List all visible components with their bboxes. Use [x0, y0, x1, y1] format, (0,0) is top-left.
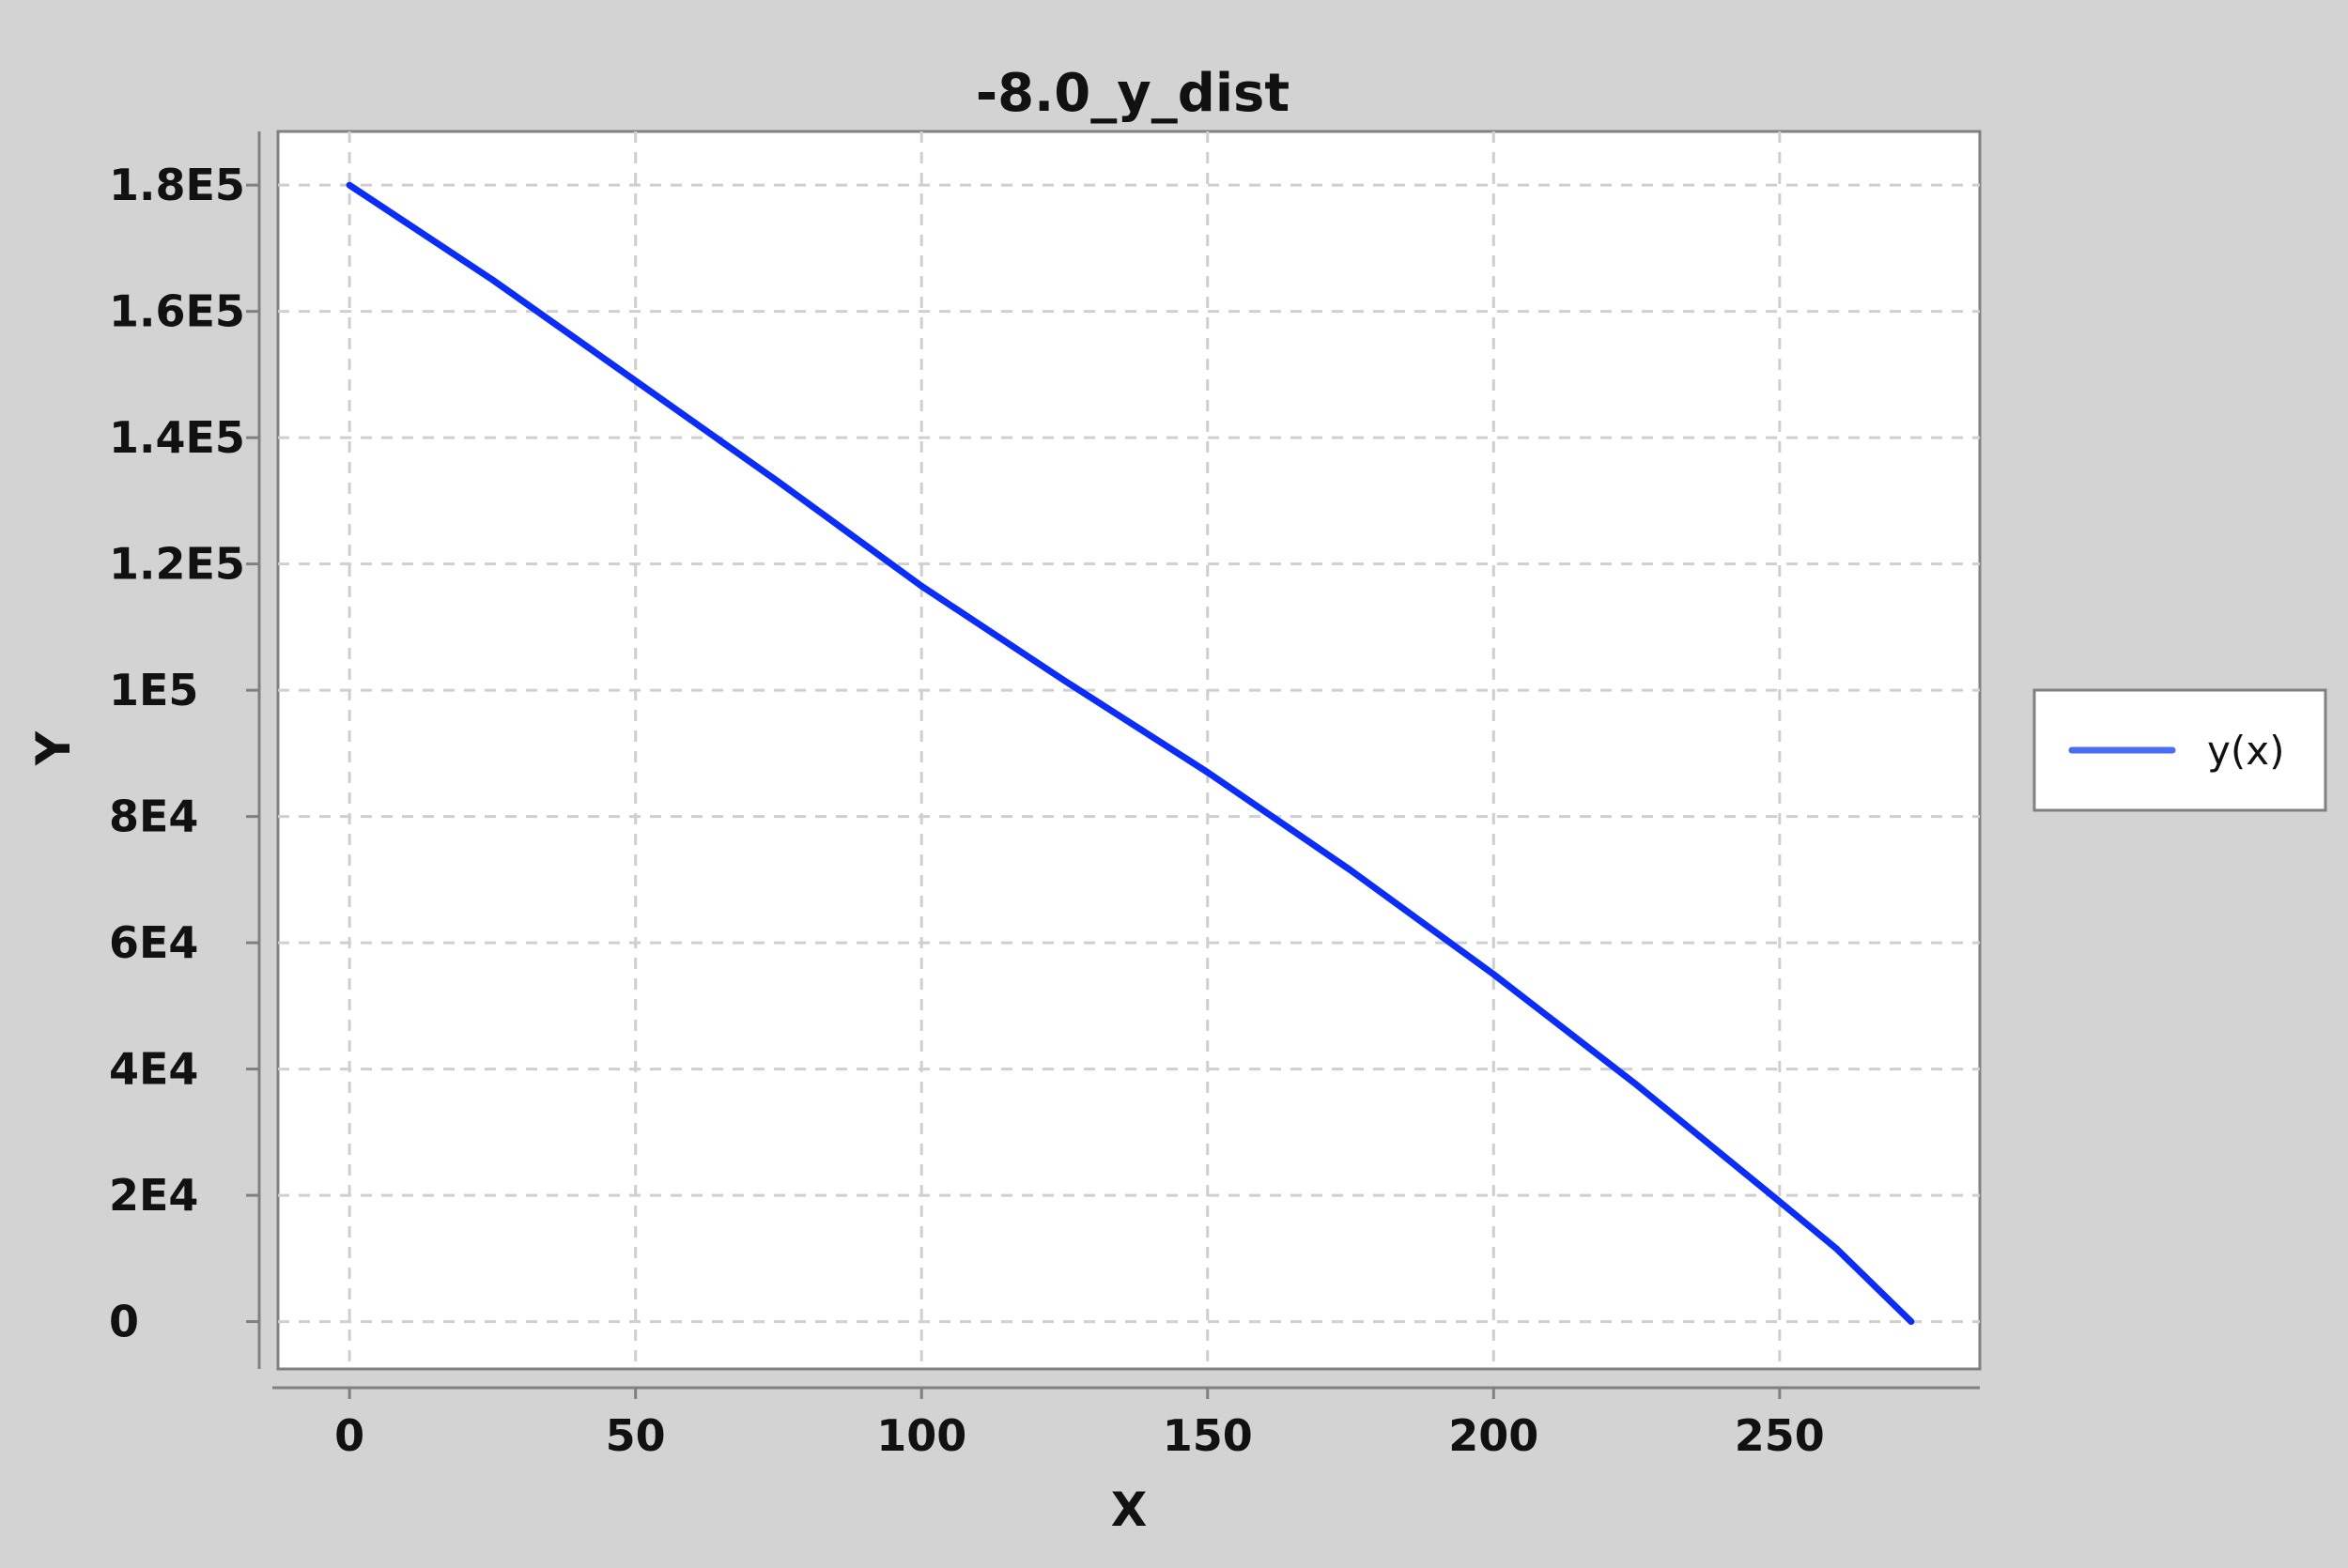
y-tick-label: 1.8E5 — [109, 160, 245, 210]
legend: y(x) — [2032, 688, 2327, 812]
y-tick-label: 4E4 — [109, 1044, 198, 1095]
y-tick-label: 1.6E5 — [109, 286, 245, 337]
ticks: 0 50 100 150 200 250 0 2E4 4E4 6E4 8E4 1E5 1.2E5 1.4E… — [109, 160, 1825, 1461]
y-tick-label: 6E4 — [109, 917, 198, 968]
x-tick-label: 250 — [1735, 1410, 1825, 1461]
x-tick-label: 150 — [1163, 1410, 1253, 1461]
x-tick-label: 50 — [606, 1410, 666, 1461]
y-tick-label: 1.2E5 — [109, 539, 245, 590]
legend-label: y(x) — [2207, 728, 2284, 774]
y-tick-label: 1.4E5 — [109, 412, 245, 463]
y-tick-label: 0 — [109, 1297, 139, 1347]
x-tick-label: 0 — [334, 1410, 364, 1461]
grid — [278, 131, 1980, 1369]
x-tick-label: 100 — [876, 1410, 966, 1461]
y-tick-label: 2E4 — [109, 1170, 198, 1221]
y-tick-label: 1E5 — [109, 665, 198, 715]
x-tick-label: 200 — [1448, 1410, 1538, 1461]
series-line — [346, 181, 1915, 1326]
x-axis-label: X — [1111, 1483, 1148, 1537]
plot-area — [276, 130, 1982, 1371]
y-axis-label: Y — [26, 730, 81, 766]
y-tick-label: 8E4 — [109, 792, 198, 842]
series — [346, 181, 1915, 1326]
chart-title: -8.0_y_dist — [976, 63, 1290, 124]
